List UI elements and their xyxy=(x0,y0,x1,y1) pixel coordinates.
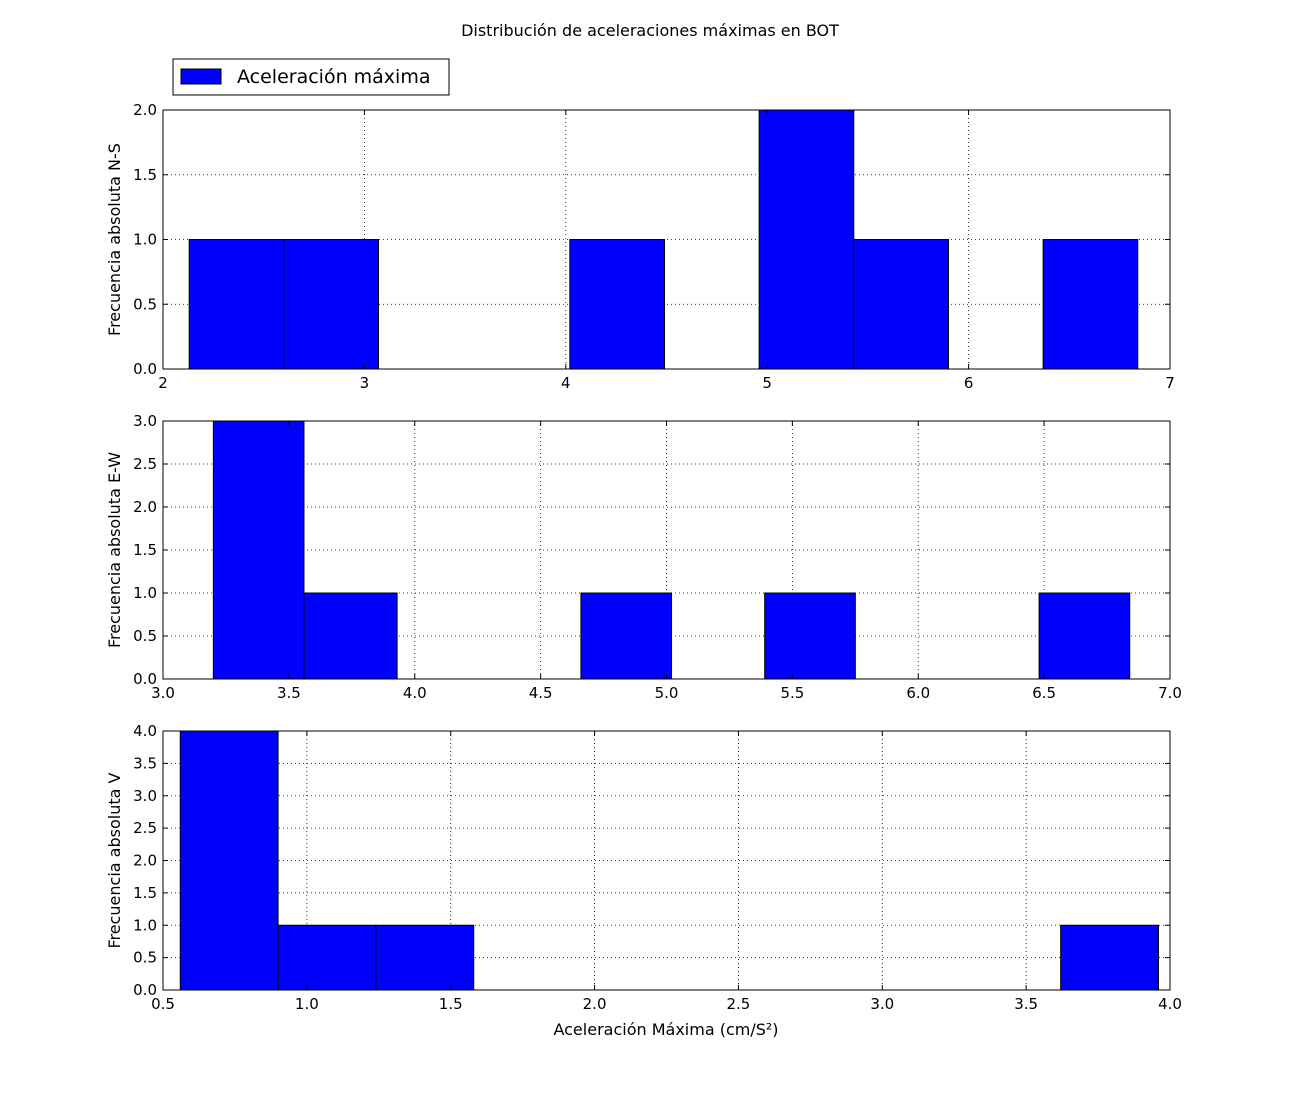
y-tick-label: 2.0 xyxy=(133,498,157,516)
y-tick-label: 2.5 xyxy=(133,819,157,837)
y-tick-label: 2.0 xyxy=(133,101,157,119)
x-tick-label: 3.5 xyxy=(1014,995,1038,1013)
x-tick-label: 5.0 xyxy=(655,684,679,702)
x-tick-label: 6.5 xyxy=(1032,684,1056,702)
x-tick-label: 4 xyxy=(561,374,571,392)
histogram-bar xyxy=(375,924,475,991)
histogram-bar xyxy=(283,239,379,370)
x-tick-label: 4.0 xyxy=(1158,995,1182,1013)
x-tick-label: 6.0 xyxy=(906,684,930,702)
x-tick-label: 7.0 xyxy=(1158,684,1182,702)
y-axis-label: Frecuencia absoluta V xyxy=(105,772,124,948)
histogram-bar xyxy=(1038,592,1131,680)
histogram-bar xyxy=(853,239,949,370)
y-tick-label: 0.0 xyxy=(133,981,157,999)
x-tick-label: 7 xyxy=(1165,374,1175,392)
y-tick-label: 1.5 xyxy=(133,166,157,184)
y-tick-label: 2.5 xyxy=(133,455,157,473)
x-tick-label: 2.5 xyxy=(726,995,750,1013)
y-tick-label: 2.0 xyxy=(133,852,157,870)
y-tick-label: 0.0 xyxy=(133,360,157,378)
x-tick-label: 5.5 xyxy=(780,684,804,702)
x-tick-label: 5 xyxy=(762,374,772,392)
x-tick-label: 3.5 xyxy=(277,684,301,702)
legend-label: Aceleración máxima xyxy=(237,66,430,88)
histogram-bar xyxy=(1042,239,1139,370)
histogram-bar xyxy=(188,239,285,370)
y-tick-label: 0.5 xyxy=(133,627,157,645)
histogram-bar xyxy=(303,592,398,680)
y-tick-label: 0.5 xyxy=(133,949,157,967)
x-tick-label: 1.0 xyxy=(295,995,319,1013)
legend: Aceleración máxima xyxy=(172,58,450,96)
x-tick-label: 3 xyxy=(360,374,370,392)
chart-title: Distribución de aceleraciones máximas en… xyxy=(461,21,839,40)
y-tick-label: 0.0 xyxy=(133,670,157,688)
y-tick-label: 3.0 xyxy=(133,412,157,430)
subplot-3: 0.5 1.0 1.5 2.0 2.5 3.0 3.5 4.00.00.51.01.52.02… xyxy=(105,722,1182,1013)
x-tick-label: 3.0 xyxy=(870,995,894,1013)
y-tick-label: 1.5 xyxy=(133,541,157,559)
x-tick-label: 4.0 xyxy=(403,684,427,702)
y-tick-label: 1.5 xyxy=(133,884,157,902)
y-tick-label: 1.0 xyxy=(133,584,157,602)
y-axis-label: Frecuencia absoluta N-S xyxy=(105,143,124,336)
y-tick-label: 3.0 xyxy=(133,787,157,805)
histogram-bar xyxy=(1060,924,1159,991)
histogram-bar xyxy=(212,420,305,680)
y-axis-label: Frecuencia absoluta E-W xyxy=(105,452,124,648)
x-tick-label: 0.5 xyxy=(151,995,175,1013)
y-tick-label: 1.0 xyxy=(133,231,157,249)
subplot-1: 2 3 4 5 6 7 0.0 0.5 1.0 1.5 2.0 Frecuencia absoluta… xyxy=(105,101,1175,392)
y-tick-label: 3.5 xyxy=(133,754,157,772)
x-tick-label: 2 xyxy=(158,374,168,392)
histogram-bar xyxy=(569,239,665,370)
x-tick-label: 6 xyxy=(964,374,974,392)
x-tick-label: 2.0 xyxy=(583,995,607,1013)
histogram-bar xyxy=(580,592,673,680)
y-tick-label: 0.5 xyxy=(133,295,157,313)
y-tick-label: 4.0 xyxy=(133,722,157,740)
y-tick-label: 1.0 xyxy=(133,916,157,934)
x-tick-label: 4.5 xyxy=(529,684,553,702)
histogram-bar xyxy=(758,109,855,370)
histogram-bar xyxy=(179,730,279,991)
x-tick-label: 3.0 xyxy=(151,684,175,702)
subplot-2: 3.0 3.5 4.0 4.5 5.0 5.5 6.0 6.5 7.0 0.0 0.5 1.0 1.5 2… xyxy=(105,412,1182,702)
histogram-bar xyxy=(277,924,377,991)
legend-swatch xyxy=(180,68,222,85)
histogram-bar xyxy=(764,592,856,680)
x-tick-label: 1.5 xyxy=(439,995,463,1013)
x-axis-label: Aceleración Máxima (cm/S²) xyxy=(553,1020,778,1039)
